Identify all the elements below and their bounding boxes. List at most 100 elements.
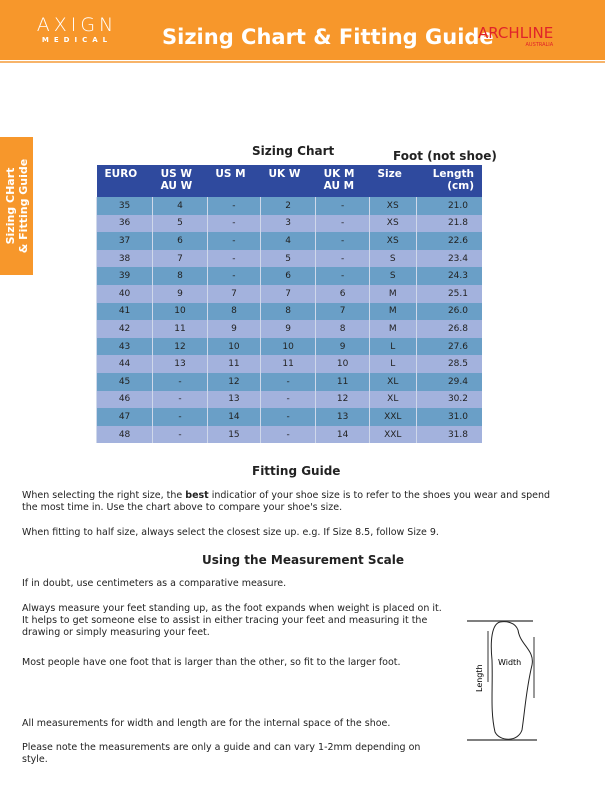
archline-logo: ARCHLINE AUSTRALIA xyxy=(478,24,553,48)
table-cell: 42 xyxy=(95,320,153,338)
table-cell: - xyxy=(152,372,208,391)
table-cell: 8 xyxy=(260,302,316,321)
table-cell: - xyxy=(260,425,316,444)
table-cell: 22.6 xyxy=(415,232,482,250)
table-cell: 7 xyxy=(206,284,261,303)
table-cell: - xyxy=(315,249,370,268)
table-cell: 9 xyxy=(315,337,370,356)
table-cell: 23.4 xyxy=(415,249,482,268)
table-cell: 39 xyxy=(95,267,153,285)
measure-title: Using the Measurement Scale xyxy=(202,553,405,567)
table-cell: 2 xyxy=(260,197,316,215)
table-cell: 29.4 xyxy=(415,372,482,391)
table-cell: 21.8 xyxy=(415,214,482,233)
table-cell: XL xyxy=(369,372,416,391)
length-label: Length xyxy=(475,664,484,692)
divider xyxy=(0,61,605,63)
table-cell: 8 xyxy=(315,320,370,338)
table-cell: 37 xyxy=(95,232,153,250)
table-cell: - xyxy=(206,232,261,250)
table-row: 41 10 8 8 7 M 26.0 xyxy=(95,302,482,321)
side-tab-label: Sizing CHart & Fitting Guide xyxy=(4,159,30,254)
table-cell: 6 xyxy=(260,267,316,285)
table-cell: - xyxy=(260,408,316,426)
table-row: 44 13 11 11 10 L 28.5 xyxy=(95,355,482,373)
column-header: Length (cm) xyxy=(416,165,482,197)
table-cell: 4 xyxy=(260,232,316,250)
table-cell: - xyxy=(206,267,261,285)
header-banner xyxy=(0,0,605,60)
table-cell: 10 xyxy=(206,337,261,356)
table-row: 39 8-6- S 24.3 xyxy=(95,267,482,285)
table-cell: - xyxy=(206,197,261,215)
table-cell: 14 xyxy=(315,425,370,444)
table-cell: 11 xyxy=(315,372,370,391)
table-row: 37 6-4- XS 22.6 xyxy=(95,232,482,250)
table-cell: XS xyxy=(369,197,416,215)
fitting-text: When selecting the right size, the xyxy=(22,490,186,501)
table-cell: 26.0 xyxy=(415,302,482,321)
table-cell: 9 xyxy=(152,284,208,303)
table-cell: 46 xyxy=(95,390,153,409)
table-cell: 10 xyxy=(260,337,316,356)
width-label: Width xyxy=(498,658,521,667)
table-cell: 5 xyxy=(152,214,208,233)
column-header: UK W xyxy=(260,165,316,197)
table-cell: 10 xyxy=(315,355,370,373)
side-tab-line2: & Fitting Guide xyxy=(16,158,30,254)
table-cell: 47 xyxy=(95,408,153,426)
table-cell: M xyxy=(369,302,416,321)
table-cell: 13 xyxy=(152,355,208,373)
table-cell: 11 xyxy=(206,355,261,373)
table-cell: - xyxy=(260,372,316,391)
table-cell: 9 xyxy=(260,320,316,338)
table-cell: - xyxy=(152,425,208,444)
measure-paragraph-3: Most people have one foot that is larger… xyxy=(22,657,401,668)
column-header: EURO xyxy=(96,165,153,197)
table-cell: 11 xyxy=(260,355,316,373)
table-cell: - xyxy=(206,249,261,268)
table-cell: XXL xyxy=(369,408,416,426)
table-cell: 14 xyxy=(206,408,261,426)
chart-note: Foot (not shoe) xyxy=(393,149,497,163)
sizing-table: EURO US W AU W US M UK W UK M AU M Size Length… xyxy=(95,165,482,444)
table-cell: XS xyxy=(369,232,416,250)
table-cell: 21.0 xyxy=(415,197,482,215)
side-tab: Sizing CHart & Fitting Guide xyxy=(0,137,33,275)
table-cell: 15 xyxy=(206,425,261,444)
table-cell: 43 xyxy=(95,337,153,356)
table-cell: 3 xyxy=(260,214,316,233)
logo-subtext: AUSTRALIA xyxy=(525,42,554,48)
table-cell: 8 xyxy=(206,302,261,321)
column-header: US M xyxy=(207,165,261,197)
table-cell: 12 xyxy=(315,390,370,409)
column-header: UK M AU M xyxy=(315,165,370,197)
measure-paragraph-2: Always measure your feet standing up, as… xyxy=(22,603,442,638)
table-cell: 12 xyxy=(206,372,261,391)
table-cell: 30.2 xyxy=(415,390,482,409)
table-cell: 40 xyxy=(95,284,153,303)
table-row: 35 4-2- XS 21.0 xyxy=(95,197,482,215)
logo-subtext: MEDICAL xyxy=(41,36,113,44)
table-cell: XL xyxy=(369,390,416,409)
table-cell: 45 xyxy=(95,372,153,391)
table-cell: - xyxy=(260,390,316,409)
table-cell: 8 xyxy=(152,267,208,285)
table-cell: - xyxy=(152,408,208,426)
table-row: 43 12 10 10 9 L 27.6 xyxy=(95,337,482,356)
table-cell: - xyxy=(152,390,208,409)
table-cell: L xyxy=(369,337,416,356)
table-cell: 26.8 xyxy=(415,320,482,338)
table-cell: 4 xyxy=(152,197,208,215)
fitting-paragraph-2: When fitting to half size, always select… xyxy=(22,527,439,538)
table-cell: 12 xyxy=(152,337,208,356)
measure-paragraph-4: All measurements for width and length ar… xyxy=(22,718,391,729)
table-cell: 28.5 xyxy=(415,355,482,373)
fitting-paragraph-1: When selecting the right size, the best … xyxy=(22,490,562,514)
table-cell: M xyxy=(369,284,416,303)
table-cell: - xyxy=(206,214,261,233)
measure-paragraph-5: Please note the measurements are only a … xyxy=(22,742,421,765)
table-cell: 41 xyxy=(95,302,153,321)
table-cell: S xyxy=(369,249,416,268)
table-cell: 35 xyxy=(95,197,153,215)
